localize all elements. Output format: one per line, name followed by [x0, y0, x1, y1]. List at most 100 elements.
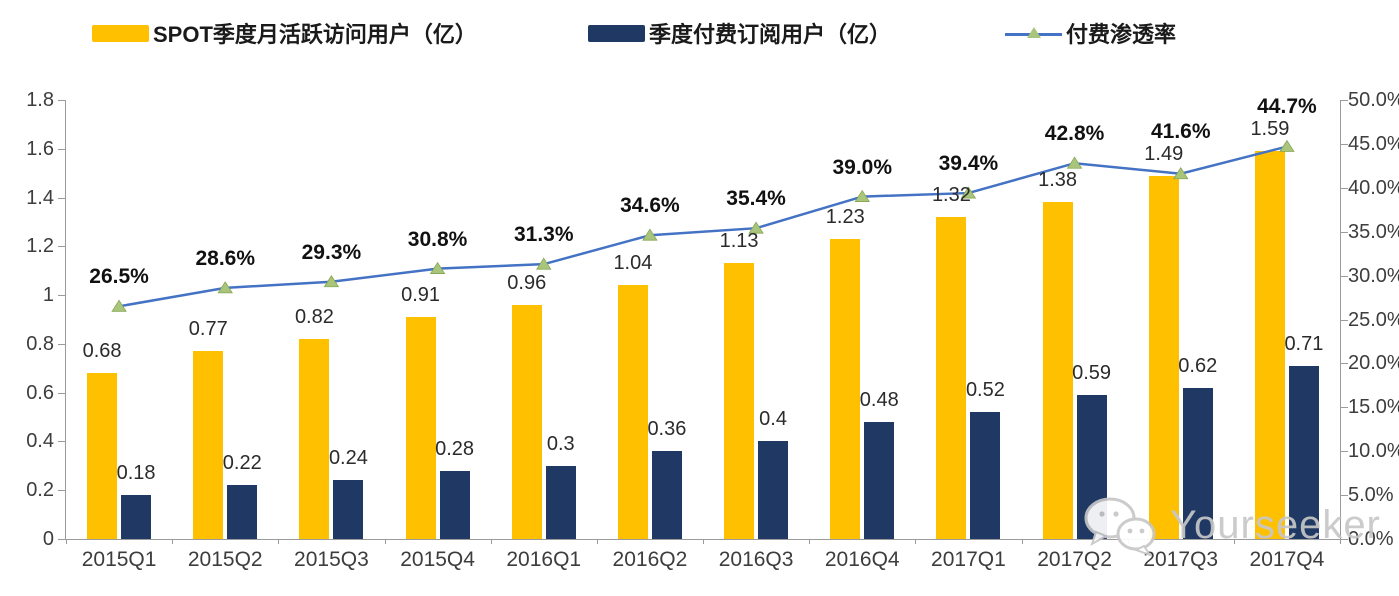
triangle-marker-icon: [111, 299, 127, 312]
watermark: Yourseeker: [1082, 494, 1381, 556]
left-axis-tick: [58, 295, 65, 297]
bar-subs-value-label: 0.52: [965, 379, 1005, 402]
right-axis-label: 25.0%: [1348, 308, 1399, 331]
penetration-rate-label: 28.6%: [195, 246, 256, 270]
penetration-rate-label: 26.5%: [89, 265, 149, 289]
x-axis-tick: [66, 539, 67, 544]
bar-subs-value-label: 0.4: [759, 408, 787, 431]
bar-subs: [970, 412, 1001, 539]
x-axis-category-label: 2015Q2: [187, 548, 263, 571]
right-axis-tick: [1341, 319, 1348, 321]
bar-mau: [511, 304, 542, 539]
bar-mau-value-label: 0.91: [401, 284, 441, 307]
right-axis-label: 10.0%: [1348, 440, 1399, 463]
bar-mau: [830, 239, 861, 539]
bar-subs: [121, 495, 152, 539]
triangle-marker-icon: [748, 221, 764, 234]
triangle-marker-icon: [217, 281, 233, 294]
penetration-rate-label: 35.4%: [726, 187, 786, 211]
left-axis-label: 0.6: [26, 381, 54, 404]
penetration-rate-label: 29.3%: [301, 240, 362, 264]
left-axis-label: 0.8: [26, 332, 54, 355]
left-axis-tick: [58, 539, 65, 540]
bar-mau-value-label: 0.82: [294, 306, 334, 328]
legend-item-penetration: 付费渗透率: [1005, 18, 1176, 48]
penetration-rate-label: 39.4%: [938, 152, 999, 176]
left-axis-label: 0.2: [26, 479, 54, 502]
x-axis-tick: [490, 539, 492, 544]
legend-label-subs: 季度付费订阅用户（亿）: [649, 22, 892, 47]
x-axis-tick: [809, 539, 811, 544]
bar-mau-value-label: 1.38: [1038, 169, 1078, 192]
left-axis-label: 1.2: [26, 235, 54, 258]
triangle-marker-icon: [1066, 156, 1083, 169]
x-axis-tick: [172, 539, 174, 544]
left-axis-tick: [58, 441, 65, 443]
penetration-rate-label: 41.6%: [1150, 119, 1211, 143]
bar-subs-value-label: 0.24: [328, 447, 368, 470]
bar-mau: [1254, 151, 1285, 539]
bar-mau: [193, 351, 224, 539]
left-axis-tick: [58, 100, 65, 101]
bar-subs: [333, 480, 364, 539]
watermark-text: Yourseeker: [1170, 502, 1381, 547]
right-axis-tick: [1341, 495, 1348, 497]
triangle-marker-icon: [854, 189, 870, 202]
legend-label-mau: SPOT季度月活跃访问用户（亿）: [153, 22, 477, 47]
left-axis-label: 1.6: [26, 137, 54, 160]
right-axis-tick: [1341, 187, 1348, 189]
line-marker-swatch: [1005, 25, 1062, 42]
penetration-rate-label: 34.6%: [620, 194, 680, 218]
bar-mau-value-label: 1.04: [613, 252, 653, 275]
bar-subs: [864, 421, 895, 539]
legend-item-mau: SPOT季度月活跃访问用户（亿）: [92, 18, 477, 48]
x-axis-tick: [1233, 539, 1235, 544]
yellow-bar-swatch: [92, 24, 149, 42]
bar-subs-value-label: 0.18: [116, 462, 156, 485]
right-axis-label: 20.0%: [1348, 352, 1399, 375]
wechat-icon: [1084, 497, 1156, 556]
x-axis-category-label: 2015Q4: [400, 548, 475, 571]
left-axis-label: 1.4: [26, 186, 54, 209]
left-axis-tick: [58, 392, 65, 394]
legend-label-penetration: 付费渗透率: [1066, 22, 1177, 47]
bar-subs: [1182, 387, 1213, 539]
triangle-marker-icon: [429, 261, 446, 274]
right-axis-tick: [1341, 100, 1348, 101]
x-axis-category-label: 2016Q2: [612, 548, 688, 571]
x-axis-category-label: 2017Q2: [1037, 548, 1112, 571]
right-axis-tick: [1341, 451, 1348, 453]
left-axis-tick: [58, 246, 65, 248]
right-axis-label: 40.0%: [1348, 176, 1399, 199]
x-axis-category-label: 2015Q1: [81, 548, 157, 571]
left-axis-tick: [58, 343, 65, 345]
bar-subs-value-label: 0.48: [859, 388, 899, 411]
right-axis-tick: [1341, 275, 1348, 277]
bar-mau: [87, 373, 118, 539]
bar-mau: [617, 285, 648, 539]
left-axis-line: [65, 100, 66, 539]
bar-subs-value-label: 0.71: [1284, 332, 1324, 355]
x-axis-category-label: 2017Q1: [931, 548, 1006, 571]
bar-mau-value-label: 1.23: [825, 206, 865, 229]
right-axis-label: 15.0%: [1348, 396, 1399, 419]
bar-subs: [227, 485, 258, 539]
penetration-rate-label: 31.3%: [513, 223, 574, 247]
right-axis-label: 45.0%: [1348, 132, 1399, 155]
penetration-rate-label: 39.0%: [832, 155, 893, 179]
x-axis-category-label: 2016Q3: [718, 548, 794, 571]
penetration-rate-label: 44.7%: [1257, 95, 1317, 119]
right-axis-label: 50.0%: [1348, 89, 1399, 111]
bar-subs-value-label: 0.59: [1072, 362, 1112, 385]
penetration-rate-label: 42.8%: [1044, 122, 1105, 146]
triangle-marker-icon: [960, 186, 977, 199]
right-axis-tick: [1341, 231, 1348, 233]
right-axis-label: 35.0%: [1348, 220, 1399, 243]
x-axis-category-label: 2016Q1: [506, 548, 582, 571]
x-axis-category-label: 2017Q4: [1249, 548, 1325, 571]
bar-mau: [936, 217, 967, 539]
right-axis-tick: [1341, 143, 1348, 145]
left-axis-label: 0.4: [26, 430, 54, 453]
bar-mau: [1148, 175, 1179, 539]
